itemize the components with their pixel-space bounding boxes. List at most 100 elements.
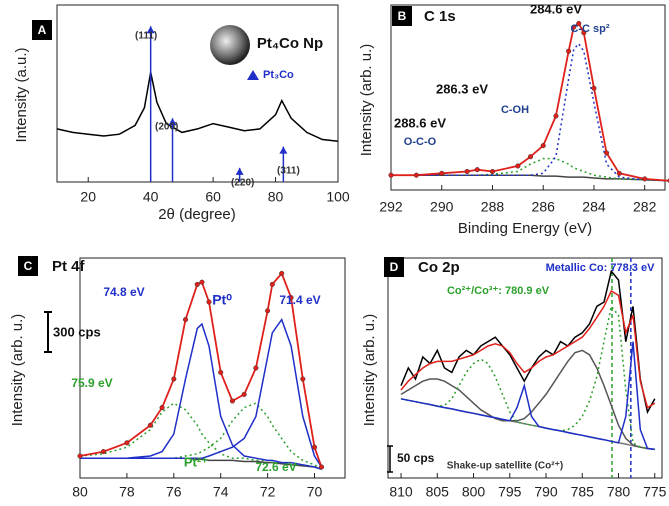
data-point [576, 20, 582, 27]
data-point [439, 170, 445, 176]
x-tick-label: 76 [166, 484, 182, 500]
data-line [400, 269, 656, 415]
annotation: 288.6 eV [394, 115, 446, 130]
annotation: Pt²⁺ [184, 454, 208, 469]
data-point [182, 317, 189, 323]
x-tick-label: 286 [532, 199, 556, 215]
plot-frame [387, 257, 663, 479]
annotation: (200) [155, 122, 178, 133]
data-point [229, 398, 235, 404]
legend-label: Pt₃Co [263, 69, 294, 81]
data-line [400, 341, 655, 451]
x-tick-label: 805 [426, 484, 450, 500]
x-tick-label: 20 [80, 189, 96, 205]
annotation: Co²⁺/Co³⁺: 780.9 eV [447, 285, 550, 297]
annotation: Metallic Co: 778.3 eV [546, 262, 655, 274]
annotation: 300 cps [53, 324, 101, 339]
x-tick-label: 60 [205, 189, 221, 205]
scale-bar [387, 445, 393, 473]
data-point [413, 172, 419, 178]
annotation: 284.6 eV [530, 1, 582, 16]
panel: 292 290 288 286 284 282 Binding Energy (eV) Int… [358, 1, 669, 237]
panel-label-box [18, 256, 38, 276]
x-tick-label: 72 [260, 484, 276, 500]
panel-title: C 1s [424, 8, 456, 25]
x-tick-label: 790 [534, 484, 558, 500]
x-tick-label: 810 [389, 484, 413, 500]
x-tick-label: 780 [607, 484, 631, 500]
data-line [80, 322, 322, 470]
y-axis-label: Intensity (a.u.) [13, 47, 30, 142]
data-line [80, 317, 323, 468]
panel-label: B [398, 9, 407, 23]
x-tick-label: 795 [498, 484, 522, 500]
data-point [218, 369, 224, 375]
data-point [527, 154, 534, 160]
annotation: C-C sp² [570, 23, 609, 35]
data-line [56, 72, 339, 143]
data-point [194, 281, 200, 287]
y-axis-label: Intensity (arb. u.) [9, 314, 26, 427]
x-tick-label: 290 [430, 199, 454, 215]
x-tick-label: 292 [379, 199, 403, 215]
data-point [147, 422, 153, 428]
data-point [489, 168, 496, 175]
data-line [391, 42, 669, 182]
nanoparticle-image [210, 25, 250, 65]
data-point [199, 279, 205, 285]
data-point [515, 163, 521, 169]
annotation: 75.9 eV [71, 376, 112, 390]
data-point [571, 24, 577, 30]
x-axis-label: 2θ (degree) [158, 206, 236, 223]
data-line [391, 174, 669, 182]
data-point [566, 48, 572, 54]
plot-frame [56, 4, 339, 183]
x-axis-label: Binding Energy (eV) [458, 220, 592, 237]
y-axis-label: Intensity (arb. u.) [361, 314, 378, 427]
x-tick-label: 284 [582, 199, 606, 215]
data-point [100, 449, 107, 455]
data-point [474, 167, 480, 173]
y-axis-label: Intensity (arb. u.) [358, 44, 375, 157]
data-point [269, 281, 275, 287]
x-tick-label: 80 [72, 484, 88, 500]
annotation: O-C-O [404, 136, 437, 148]
data-point [77, 453, 83, 459]
data-point [604, 150, 610, 156]
x-tick-label: 100 [326, 189, 350, 205]
data-point [265, 308, 271, 314]
plot-frame [79, 257, 346, 479]
annotation: 71.4 eV [279, 293, 320, 307]
x-tick-label: 80 [268, 189, 284, 205]
panel-label-box [32, 20, 52, 40]
annotation: (111) [135, 31, 157, 42]
data-point [279, 270, 285, 276]
annotation: Shake-up satellite (Co²⁺) [447, 461, 563, 472]
data-point [540, 143, 546, 149]
x-tick-label: 40 [143, 189, 159, 205]
data-point [464, 168, 470, 175]
x-tick-label: 775 [643, 484, 667, 500]
stick-arrow [146, 26, 155, 34]
data-point [124, 440, 130, 446]
panel: 810805800795790785780775Binding Energy (… [361, 257, 667, 500]
annotation: 286.3 eV [436, 81, 488, 96]
stick-arrow [279, 146, 288, 154]
stick-arrow [168, 118, 177, 126]
scale-bar [44, 311, 52, 353]
panel-title: Pt 4f [52, 258, 86, 275]
annotation: Pt₄Co Np [257, 35, 323, 52]
x-tick-label: 78 [119, 484, 135, 500]
panel: 807876747270Binding Energy (eV)Intensity… [9, 256, 346, 500]
data-point [159, 405, 165, 411]
annotation: 72.6 eV [255, 460, 296, 474]
panel-title: Co 2p [418, 259, 460, 276]
data-line [391, 157, 669, 182]
annotation: 74.8 eV [103, 285, 144, 299]
legend-marker [247, 70, 259, 80]
data-point [300, 376, 306, 382]
x-tick-label: 70 [307, 484, 323, 500]
data-point [616, 170, 622, 176]
